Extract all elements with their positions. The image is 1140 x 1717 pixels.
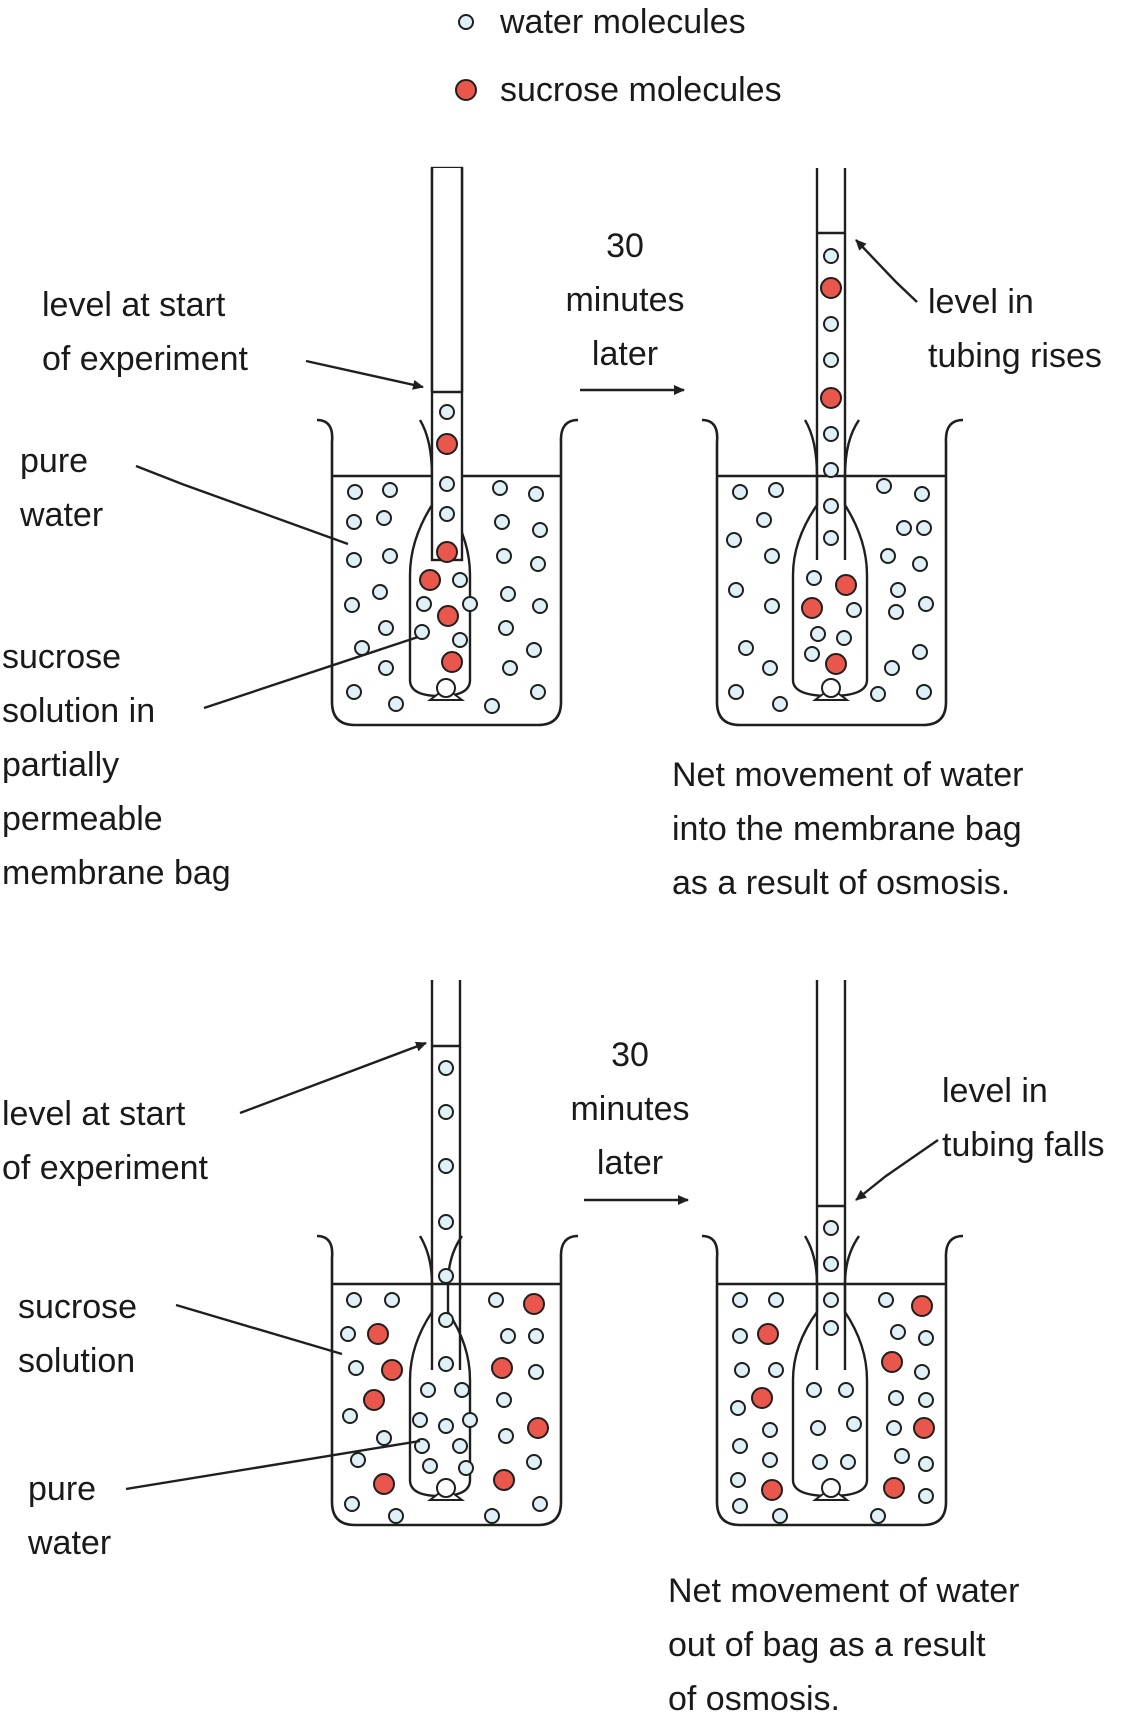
level-start-label-line-2: of experiment: [42, 340, 249, 378]
level-start-label-line-1: level at start: [2, 1095, 186, 1133]
outer-solution-leader: [175, 1303, 343, 1356]
apparatus-2-after: [701, 980, 964, 1527]
caption-2-line-3: of osmosis.: [668, 1680, 840, 1717]
apparatus-1-after: [701, 168, 964, 727]
molecules: [340, 1060, 549, 1524]
membrane-bag: [791, 1235, 869, 1498]
caption-2-line-2: out of bag as a result: [668, 1626, 986, 1664]
caption-1-line-1: Net movement of water: [672, 756, 1023, 794]
molecules: [726, 248, 934, 712]
legend-sucrose-icon: [455, 79, 477, 101]
caption-1-line-2: into the membrane bag: [672, 810, 1022, 848]
apparatus-2-before: [316, 980, 579, 1527]
pure-water-leader: [135, 464, 349, 546]
legend-water-label: water molecules: [499, 3, 746, 41]
bag-label-line-2: water: [27, 1524, 111, 1562]
caption-1-line-3: as a result of osmosis.: [672, 864, 1010, 902]
molecules: [730, 1220, 935, 1524]
level-rises-label-line-1: level in: [928, 283, 1034, 321]
panel-2: 30 minutes later: [2, 980, 1105, 1717]
level-start-arrow: [239, 1041, 427, 1115]
time-label-line-2: minutes: [570, 1090, 689, 1128]
caption-2-line-1: Net movement of water: [668, 1572, 1019, 1610]
level-start-label-line-2: of experiment: [2, 1149, 209, 1187]
pure-water-label-line-2: water: [19, 496, 103, 534]
legend-sucrose-label: sucrose molecules: [500, 71, 782, 109]
outer-solution-label-line-2: solution: [18, 1342, 135, 1380]
time-label-line-1: 30: [606, 227, 644, 265]
time-label-line-3: later: [592, 335, 658, 373]
level-rises-label-line-2: tubing rises: [928, 337, 1102, 375]
bag-label-line-4: permeable: [2, 800, 163, 838]
level-falls-label-line-2: tubing falls: [942, 1126, 1105, 1164]
bag-leader: [203, 635, 419, 710]
molecules: [344, 404, 548, 714]
legend-water-icon: [458, 14, 474, 30]
time-arrow-2: 30 minutes later: [570, 1036, 690, 1205]
beaker: [701, 418, 964, 727]
beaker: [316, 1234, 579, 1527]
time-label-line-3: later: [597, 1144, 663, 1182]
time-arrow-1: 30 minutes later: [565, 227, 685, 395]
level-start-arrow: [305, 359, 424, 390]
level-rises-arrow: [855, 239, 918, 303]
bag-label-line-1: sucrose: [2, 638, 121, 676]
legend: water molecules sucrose molecules: [455, 3, 782, 109]
level-falls-label-line-1: level in: [942, 1072, 1048, 1110]
apparatus-1-before: [316, 166, 579, 727]
beaker: [316, 418, 579, 727]
level-falls-arrow: [855, 1139, 939, 1201]
time-label-line-2: minutes: [565, 281, 684, 319]
bag-label-line-3: partially: [2, 746, 119, 784]
panel-1: 30 minutes later: [2, 166, 1102, 902]
beaker: [701, 1234, 964, 1527]
bag-label-line-2: solution in: [2, 692, 155, 730]
pure-water-label-line-1: pure: [20, 442, 88, 480]
bag-label-line-5: membrane bag: [2, 854, 231, 892]
time-label-line-1: 30: [611, 1036, 649, 1074]
outer-solution-label-line-1: sucrose: [18, 1288, 137, 1326]
bag-label-line-1: pure: [28, 1470, 96, 1508]
bag-leader: [125, 1439, 421, 1491]
level-start-label-line-1: level at start: [42, 286, 226, 324]
